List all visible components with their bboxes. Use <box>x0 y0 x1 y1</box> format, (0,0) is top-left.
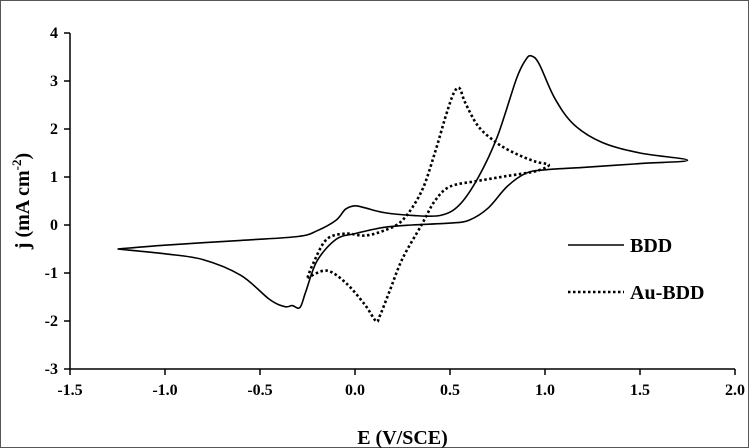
x-tick-label: -1.0 <box>152 382 177 399</box>
y-axis-title: j (mA cm-2) <box>9 153 34 250</box>
y-tick-label: 2 <box>50 121 58 138</box>
x-tick-label: -1.5 <box>57 382 82 399</box>
y-ticks: -3 -2 -1 0 1 2 3 4 <box>45 25 70 378</box>
series-line-au-bdd <box>306 86 551 324</box>
y-tick-label: 3 <box>50 73 58 90</box>
x-axis-title: E (V/SCE) <box>357 427 448 448</box>
legend-label-au-bdd: Au-BDD <box>630 282 704 304</box>
y-tick-label: -1 <box>45 265 58 282</box>
axes <box>69 33 735 370</box>
y-axis-title-sup: -2 <box>9 159 24 170</box>
x-tick-label: -0.5 <box>247 382 272 399</box>
y-tick-label: 0 <box>50 217 58 234</box>
x-tick-label: 1.5 <box>630 382 650 399</box>
y-tick-label: -3 <box>45 361 58 378</box>
y-tick-label: 1 <box>50 169 58 186</box>
legend-label-bdd: BDD <box>630 235 672 257</box>
x-ticks: -1.5 -1.0 -0.5 0.0 0.5 1.0 1.5 2.0 <box>57 369 745 399</box>
y-tick-label: -2 <box>45 313 58 330</box>
x-tick-label: 0.0 <box>345 382 365 399</box>
x-tick-label: 2.0 <box>725 382 745 399</box>
x-tick-label: 1.0 <box>535 382 555 399</box>
y-axis-title-end: ) <box>12 153 34 160</box>
y-tick-label: 4 <box>50 25 58 42</box>
y-axis-title-main: j (mA cm <box>12 170 34 250</box>
series-layer <box>117 54 689 324</box>
x-tick-label: 0.5 <box>440 382 460 399</box>
series-line-bdd <box>117 54 689 310</box>
legend: BDD Au-BDD <box>568 235 704 304</box>
